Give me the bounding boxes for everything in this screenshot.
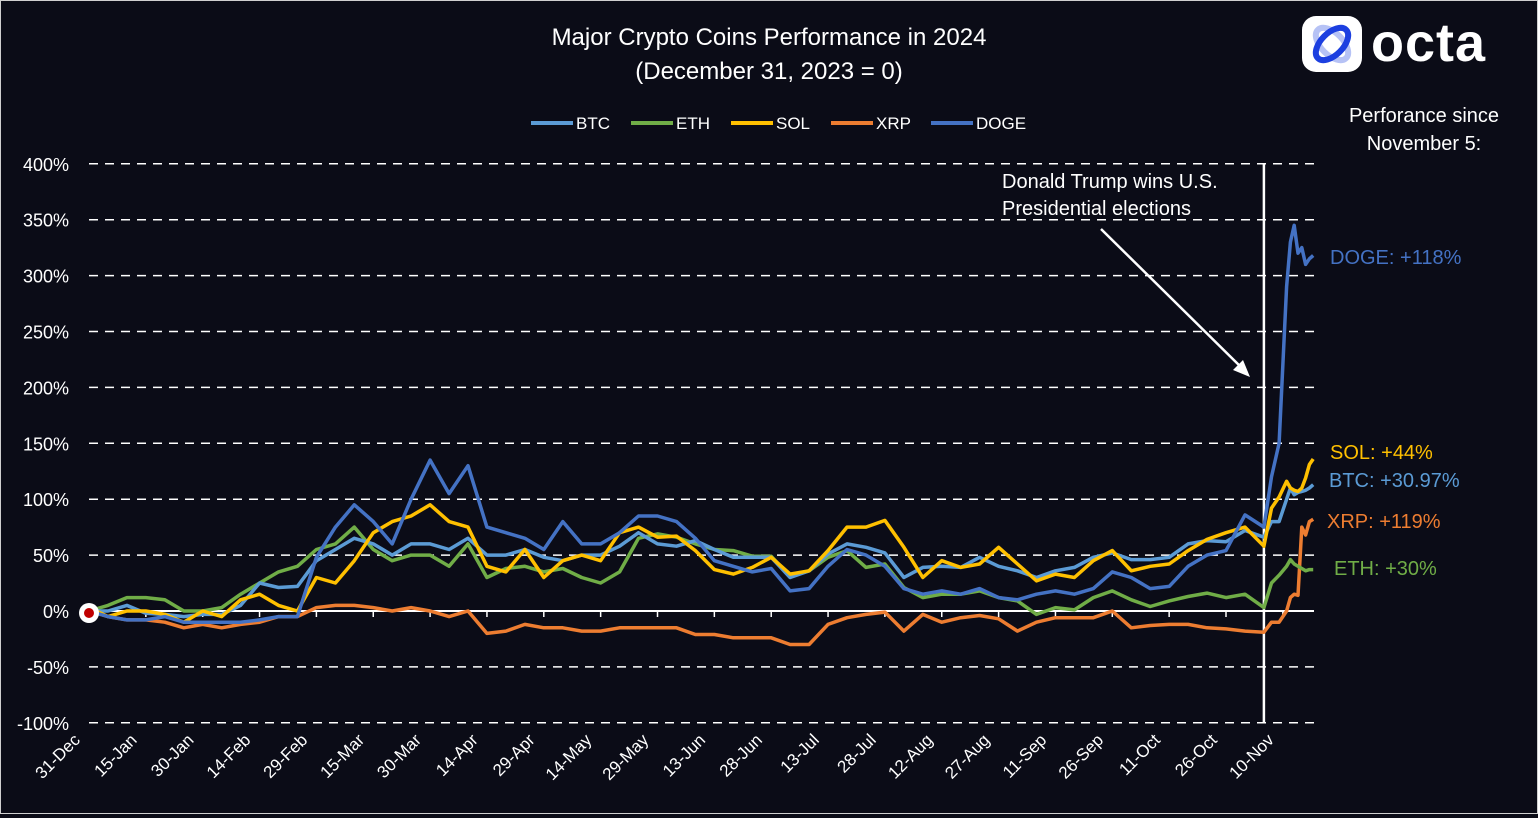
y-tick-label: 0%	[43, 602, 69, 622]
legend-label-eth: ETH	[676, 114, 710, 133]
x-tick-label: 29-Feb	[260, 730, 312, 782]
x-tick-label: 15-Jan	[90, 730, 140, 780]
x-tick-label: 26-Oct	[1171, 730, 1221, 780]
y-tick-label: -50%	[27, 658, 69, 678]
legend-label-doge: DOGE	[976, 114, 1026, 133]
y-tick-label: 100%	[23, 490, 69, 510]
y-tick-label: 300%	[23, 267, 69, 287]
legend-label-btc: BTC	[576, 114, 610, 133]
x-tick-label: 12-Aug	[884, 730, 936, 782]
origin-marker	[79, 603, 99, 623]
x-tick-label: 11-Oct	[1115, 730, 1164, 779]
y-tick-label: 350%	[23, 211, 69, 231]
x-tick-label: 31-Dec	[32, 730, 85, 783]
x-axis: 31-Dec 15-Jan 30-Jan 14-Feb 29-Feb 15-Mar 30-M…	[32, 611, 1284, 784]
x-tick-label: 14-May	[542, 730, 596, 784]
annotation-arrow	[1100, 228, 1248, 374]
octa-logo: octa	[1302, 13, 1486, 73]
end-label-doge: DOGE: +118%	[1330, 247, 1462, 269]
series-line-doge	[88, 223, 1315, 624]
y-tick-label: -100%	[17, 714, 69, 734]
x-tick-label: 29-May	[599, 730, 653, 784]
x-tick-label: 29-Apr	[489, 730, 539, 780]
x-tick-label: 28-Jun	[716, 730, 766, 780]
x-tick-label: 10-Nov	[1225, 730, 1278, 783]
x-tick-label: 13-Jun	[659, 730, 709, 780]
y-axis: -100% -50% 0% 50% 100% 150% 200% 250% 300% 350% 40…	[17, 155, 69, 734]
side-title-line2: November 5:	[1367, 133, 1482, 155]
end-label-eth: ETH: +30%	[1334, 558, 1437, 580]
x-tick-label: 13-Jul	[777, 730, 823, 776]
side-panel: Perforance since November 5: DOGE: +118%…	[1327, 105, 1499, 580]
legend-label-sol: SOL	[776, 114, 810, 133]
y-tick-label: 400%	[23, 155, 69, 175]
series-line-btc	[89, 483, 1315, 619]
event-annotation: Donald Trump wins U.S. Presidential elec…	[1002, 171, 1250, 377]
end-label-btc: BTC: +30.97%	[1329, 470, 1460, 492]
end-label-xrp: XRP: +119%	[1327, 511, 1441, 533]
y-tick-label: 200%	[23, 378, 69, 398]
side-title-line1: Perforance since	[1349, 105, 1499, 127]
x-tick-label: 27-Aug	[941, 730, 993, 782]
logo-text: octa	[1371, 13, 1486, 73]
x-tick-label: 15-Mar	[317, 730, 369, 782]
series-lines	[88, 223, 1315, 647]
y-tick-label: 250%	[23, 323, 69, 343]
x-tick-label: 14-Apr	[432, 730, 482, 780]
legend: BTC ETH SOL XRP DOGE	[531, 114, 1026, 133]
series-line-sol	[88, 458, 1315, 624]
x-tick-label: 28-Jul	[834, 730, 880, 776]
x-tick-label: 30-Mar	[373, 730, 425, 782]
legend-label-xrp: XRP	[876, 114, 911, 133]
y-tick-label: 150%	[23, 434, 69, 454]
x-tick-label: 30-Jan	[147, 730, 197, 780]
series-line-xrp	[88, 517, 1315, 647]
annotation-text-line2: Presidential elections	[1002, 198, 1191, 220]
x-tick-label: 11-Sep	[999, 730, 1050, 781]
arrow-head-icon	[1233, 360, 1250, 377]
chart-subtitle: (December 31, 2023 = 0)	[635, 58, 902, 85]
grid	[89, 163, 1314, 724]
annotation-text-line1: Donald Trump wins U.S.	[1002, 171, 1218, 193]
x-tick-label: 14-Feb	[203, 730, 255, 782]
end-label-sol: SOL: +44%	[1330, 442, 1433, 464]
y-tick-label: 50%	[33, 546, 69, 566]
x-tick-label: 26-Sep	[1055, 730, 1107, 782]
chart-title: Major Crypto Coins Performance in 2024	[552, 24, 987, 51]
